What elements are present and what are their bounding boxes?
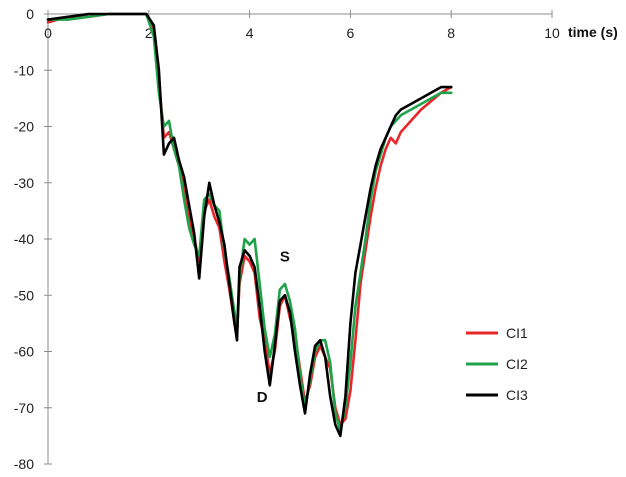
series-line-ci1 [46, 12, 453, 426]
y-tick-label: -30 [14, 175, 34, 191]
y-tick-label: -60 [14, 344, 34, 360]
x-tick-label: 0 [44, 25, 52, 41]
y-tick-label: -50 [14, 287, 34, 303]
chart-legend: CI1 CI2 CI3 [466, 325, 528, 403]
y-tick-label: -80 [14, 456, 34, 472]
chart-series [46, 12, 453, 438]
annotation-s: S [280, 249, 290, 266]
x-tick-label: 8 [447, 25, 455, 41]
legend-label-ci3: CI3 [506, 387, 528, 403]
y-tick-label: -20 [14, 119, 34, 135]
chart-ticks: 0 2 4 6 8 10 0 -10 -20 -30 -40 -50 -60 -70 -80 [14, 6, 560, 472]
x-tick-label: 2 [145, 25, 153, 41]
annotation-d: D [257, 389, 268, 406]
x-axis-label: time (s) [568, 24, 618, 40]
y-tick-label: -10 [14, 62, 34, 78]
series-line-ci3 [46, 12, 453, 438]
legend-label-ci1: CI1 [506, 325, 528, 341]
x-tick-label: 10 [544, 25, 560, 41]
chart-annotations: SD [257, 249, 290, 407]
series-line-ci2 [46, 12, 453, 432]
x-tick-label: 6 [347, 25, 355, 41]
y-tick-label: -70 [14, 400, 34, 416]
y-tick-label: -40 [14, 231, 34, 247]
y-tick-label: 0 [26, 6, 34, 22]
legend-label-ci2: CI2 [506, 356, 528, 372]
x-tick-label: 4 [246, 25, 254, 41]
